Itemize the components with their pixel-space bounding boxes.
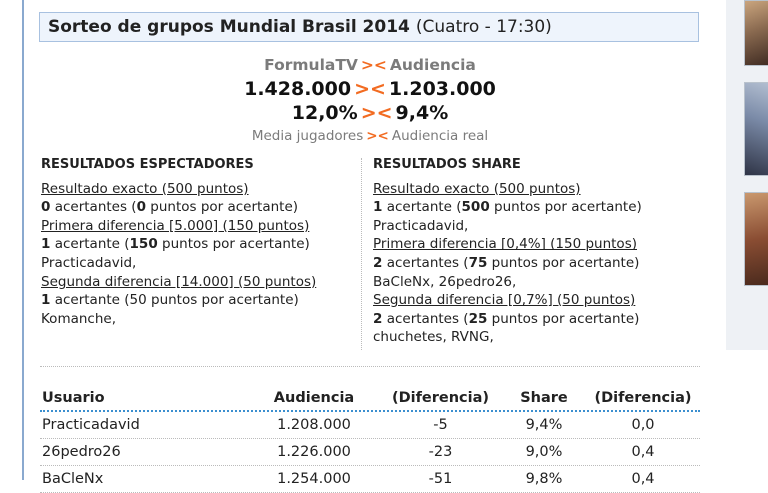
viewers-second-summary: 1 acertante (50 puntos por acertante) [41, 292, 299, 309]
left-caption: Media jugadores [251, 128, 364, 144]
viewers-results: RESULTADOS ESPECTADORES Resultado exacto… [41, 156, 351, 328]
cell-audience-diff: -51 [428, 471, 453, 487]
header-share-diff[interactable]: (Diferencia) [594, 390, 692, 406]
share-first-summary: 2 acertantes (75 puntos por acertante) [373, 254, 640, 271]
cell-user[interactable]: 26pedro26 [42, 444, 121, 460]
share-exact-names: Practicadavid, [373, 217, 469, 234]
share-second-names: chuchetes, RVNG, [373, 329, 494, 346]
right-audience-value: 1.203.000 [388, 78, 496, 100]
right-source-label: Audiencia [389, 56, 476, 74]
table-header: Usuario Audiencia (Diferencia) Share (Di… [40, 386, 700, 412]
audience-comparison: FormulaTV >< Audiencia 1.428.000 >< 1.20… [40, 56, 700, 148]
share-second-summary: 2 acertantes (25 puntos por acertante) [373, 310, 640, 327]
viewers-first-names: Practicadavid, [41, 254, 137, 271]
cell-share: 9,8% [525, 471, 563, 487]
sidebar-thumbnail-1[interactable] [744, 0, 768, 66]
header-audience-diff[interactable]: (Diferencia) [391, 390, 490, 406]
left-source-label: FormulaTV [264, 56, 358, 74]
header-audience[interactable]: Audiencia [273, 390, 355, 406]
share-exact-label: Resultado exacto (500 puntos) [373, 180, 581, 197]
sidebar-thumbnail-2[interactable] [744, 82, 768, 176]
predictions-table: Usuario Audiencia (Diferencia) Share (Di… [40, 386, 700, 493]
program-title-main: Sorteo de grupos Mundial Brasil 2014 [48, 17, 410, 37]
share-exact-summary: 1 acertante (500 puntos por acertante) [373, 199, 642, 216]
left-share-value: 12,0% [291, 102, 358, 124]
program-title-sub: (Cuatro - 17:30) [415, 17, 552, 37]
table-row: Practicadavid 1.208.000 -5 9,4% 0,0 [40, 412, 700, 439]
versus-icon: >< [360, 102, 393, 124]
share-second-label: Segunda diferencia [0,7%] (50 puntos) [373, 292, 636, 309]
viewers-second-names: Komanche, [41, 310, 116, 327]
left-audience-value: 1.428.000 [244, 78, 352, 100]
right-share-value: 9,4% [395, 102, 449, 124]
versus-icon: >< [366, 128, 389, 144]
versus-icon: >< [360, 56, 387, 74]
share-first-label: Primera diferencia [0,4%] (150 puntos) [373, 236, 637, 253]
viewers-first-summary: 1 acertante (150 puntos por acertante) [41, 236, 310, 253]
cell-user[interactable]: BaCleNx [42, 471, 104, 487]
header-user[interactable]: Usuario [42, 390, 105, 406]
viewers-first-label: Primera diferencia [5.000] (150 puntos) [41, 217, 310, 234]
cell-audience-diff: -23 [428, 444, 453, 460]
program-title: Sorteo de grupos Mundial Brasil 2014 (Cu… [39, 12, 699, 42]
viewers-exact-summary: 0 acertantes (0 puntos por acertante) [41, 199, 299, 216]
right-caption: Audiencia real [391, 128, 489, 144]
share-results: RESULTADOS SHARE Resultado exacto (500 p… [373, 156, 703, 347]
sidebar-thumbnail-3[interactable] [744, 192, 768, 286]
cell-share: 9,0% [525, 444, 563, 460]
cell-audience: 1.254.000 [277, 471, 351, 487]
viewers-exact-label: Resultado exacto (500 puntos) [41, 180, 249, 197]
share-results-heading: RESULTADOS SHARE [373, 157, 521, 172]
cell-user[interactable]: Practicadavid [42, 417, 140, 433]
header-share[interactable]: Share [520, 390, 568, 406]
column-divider [361, 158, 362, 350]
cell-share-diff: 0,4 [631, 471, 655, 487]
content-left-border [22, 0, 24, 480]
viewers-results-heading: RESULTADOS ESPECTADORES [41, 157, 254, 172]
cell-audience: 1.208.000 [277, 417, 351, 433]
cell-audience-diff: -5 [433, 417, 448, 433]
viewers-second-label: Segunda diferencia [14.000] (50 puntos) [41, 273, 317, 290]
cell-share-diff: 0,4 [631, 444, 655, 460]
cell-share-diff: 0,0 [631, 417, 655, 433]
cell-audience: 1.226.000 [277, 444, 351, 460]
section-divider [40, 366, 700, 367]
table-row: 26pedro26 1.226.000 -23 9,0% 0,4 [40, 439, 700, 466]
share-first-names: BaCleNx, 26pedro26, [373, 273, 517, 290]
cell-share: 9,4% [525, 417, 563, 433]
versus-icon: >< [354, 78, 386, 100]
